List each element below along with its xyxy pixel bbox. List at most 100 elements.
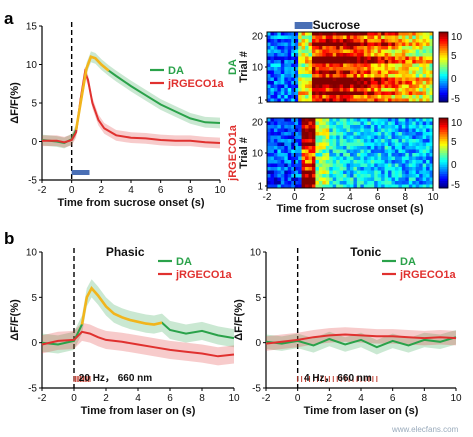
heatmap-cell	[294, 149, 299, 154]
heatmap-cell	[298, 135, 302, 140]
heatmap-cell	[305, 153, 309, 157]
heatmap-cell	[267, 63, 271, 68]
heatmap-cell	[394, 146, 399, 150]
x-axis-label: Time from laser on (s)	[81, 405, 196, 417]
colorbar-tick-label: 0	[451, 160, 457, 171]
heatmap-cell	[329, 121, 334, 126]
heatmap-cell	[301, 170, 306, 175]
heatmap-cell	[384, 167, 389, 171]
heatmap-cell	[291, 121, 296, 126]
heatmap-cell	[311, 177, 316, 182]
heatmap-cell	[429, 181, 434, 185]
heatmap-cell	[294, 81, 299, 85]
heatmap-cell	[381, 181, 385, 185]
heatmap-cell	[329, 70, 334, 75]
colorbar-cell	[439, 43, 448, 47]
heatmap-cell	[311, 139, 316, 143]
heatmap-cell	[267, 88, 271, 92]
heatmap-cell	[398, 128, 403, 133]
heatmap-cell	[398, 35, 403, 40]
heatmap-cell	[332, 184, 337, 189]
heatmap-cell	[391, 163, 396, 168]
heatmap-cell	[356, 88, 361, 92]
heatmap-cell	[401, 49, 406, 54]
heatmap-cell	[412, 56, 417, 61]
heatmap-cell	[346, 35, 351, 40]
heatmap-cell	[294, 70, 299, 75]
heatmap-cell	[422, 177, 427, 182]
heatmap-cell	[339, 135, 344, 140]
heatmap-cell	[381, 32, 385, 36]
heatmap-cell	[412, 156, 417, 161]
heatmap-cell	[270, 49, 275, 54]
heatmap-cell	[353, 139, 358, 143]
heatmap-cell	[350, 181, 354, 185]
heatmap-cell	[298, 49, 302, 54]
heatmap-cell	[267, 35, 271, 40]
heatmap-cell	[412, 167, 417, 171]
heatmap-cell	[336, 139, 341, 143]
heatmap-cell	[381, 56, 385, 61]
heatmap-cell	[298, 46, 302, 50]
heatmap-cell	[267, 32, 271, 36]
heatmap-cell	[412, 181, 417, 185]
heatmap-cell	[401, 53, 406, 57]
heatmap-cell	[280, 128, 285, 133]
heatmap-cell	[346, 56, 351, 61]
heatmap-cell	[412, 98, 417, 103]
x-tick-label: 8	[199, 393, 205, 404]
x-tick-label: 6	[158, 185, 164, 196]
heatmap-cell	[315, 125, 320, 129]
heatmap-cell	[401, 60, 406, 64]
heatmap-cell	[384, 49, 389, 54]
heatmap-cell	[412, 149, 417, 154]
heatmap-cell	[294, 77, 299, 82]
heatmap-cell	[273, 77, 278, 82]
heatmap-cell	[277, 53, 282, 57]
heatmap-cell	[370, 139, 375, 143]
heatmap-cell	[356, 139, 361, 143]
heatmap-cell	[408, 156, 413, 161]
heatmap-cell	[315, 135, 320, 140]
heatmap-cell	[287, 70, 292, 75]
heatmap-cell	[339, 60, 344, 64]
heatmap-x-tick-label: 6	[375, 192, 381, 203]
heatmap-cell	[322, 42, 327, 47]
heatmap-cell	[360, 98, 365, 103]
heatmap-cell	[339, 39, 344, 43]
heatmap-cell	[412, 118, 417, 122]
heatmap-cell	[287, 181, 292, 185]
heatmap-cell	[273, 142, 278, 147]
heatmap-cell	[336, 174, 341, 178]
heatmap-cell	[308, 98, 313, 103]
heatmap-cell	[308, 42, 313, 47]
heatmap-cell	[408, 63, 413, 68]
colorbar-cell	[439, 127, 448, 131]
heatmap-cell	[305, 149, 309, 154]
heatmap-cell	[315, 142, 320, 147]
heatmap-cell	[343, 121, 347, 126]
heatmap-cell	[350, 88, 354, 92]
heatmap-cell	[422, 60, 427, 64]
heatmap-cell	[315, 42, 320, 47]
heatmap-cell	[308, 32, 313, 36]
heatmap-cell	[374, 67, 379, 71]
heatmap-cell	[398, 170, 403, 175]
heatmap-cell	[353, 167, 358, 171]
heatmap-cell	[353, 70, 358, 75]
heatmap-cell	[367, 125, 372, 129]
heatmap-cell	[343, 181, 347, 185]
heatmap-cell	[339, 95, 344, 99]
heatmap-cell	[325, 60, 330, 64]
heatmap-cell	[318, 160, 323, 164]
heatmap-cell	[273, 53, 278, 57]
heatmap-cell	[270, 177, 275, 182]
heatmap-cell	[322, 53, 327, 57]
heatmap-cell	[284, 39, 289, 43]
heatmap-cell	[426, 74, 430, 78]
heatmap-cell	[301, 35, 306, 40]
heatmap-x-axis-label: Time from sucrose onset (s)	[276, 203, 423, 215]
heatmap-cell	[360, 49, 365, 54]
heatmap-cell	[415, 174, 420, 178]
heatmap-cell	[367, 67, 372, 71]
